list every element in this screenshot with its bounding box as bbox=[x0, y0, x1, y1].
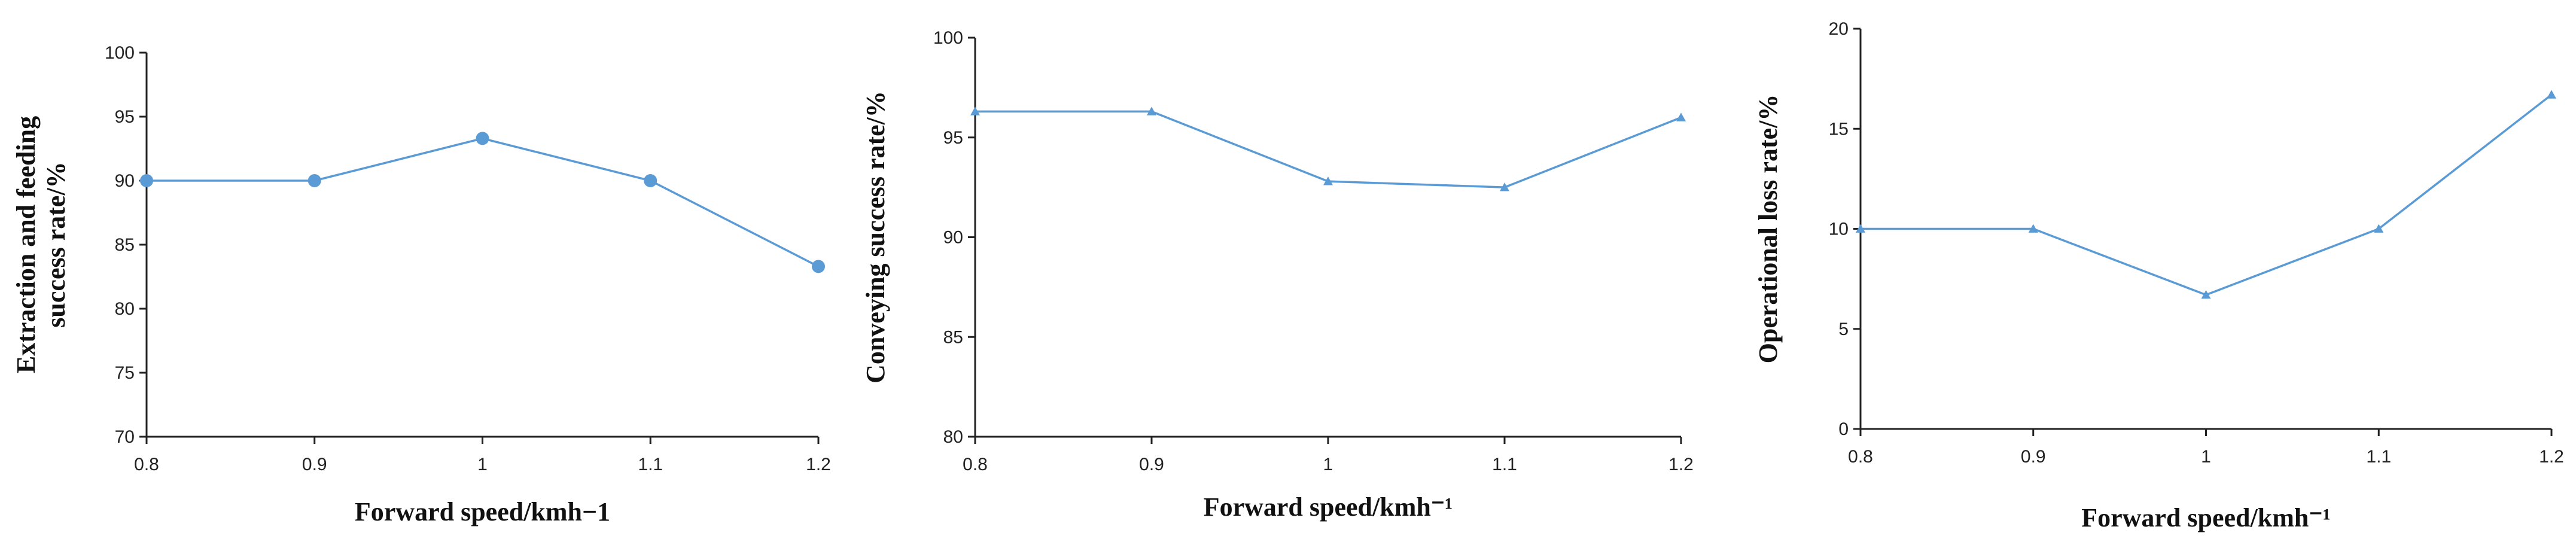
x-tick-label: 1 bbox=[477, 455, 488, 474]
data-point bbox=[812, 260, 825, 273]
chart-1: 70 75 80 85 90 95 100 0.8 0.9 1 1.1 1.2 Forward spee… bbox=[11, 43, 831, 526]
data-point bbox=[476, 132, 489, 145]
x-tick-label: 0.8 bbox=[963, 455, 988, 474]
y-tick-label: 95 bbox=[943, 128, 963, 148]
data-point bbox=[2028, 224, 2038, 233]
y-tick-label: 100 bbox=[933, 28, 963, 48]
chart-2: 80 85 90 95 100 0.8 0.9 1 1.1 1.2 Forward speed/km… bbox=[861, 28, 1694, 522]
y-tick-label: 85 bbox=[943, 327, 963, 347]
data-point bbox=[1500, 182, 1509, 191]
y-tick-label: 20 bbox=[1829, 19, 1849, 39]
x-tick-label: 1.1 bbox=[638, 455, 663, 474]
y-axis-title: success rate/% bbox=[41, 162, 71, 327]
x-tick-label: 1.1 bbox=[1492, 455, 1517, 474]
y-tick-label: 95 bbox=[115, 107, 135, 127]
y-tick-label: 90 bbox=[115, 171, 135, 191]
y-tick-label: 75 bbox=[115, 363, 135, 383]
y-tick-label: 90 bbox=[943, 228, 963, 248]
x-tick-label: 0.8 bbox=[134, 455, 159, 474]
y-tick-label: 15 bbox=[1829, 119, 1849, 139]
x-tick-label: 0.8 bbox=[1848, 447, 1873, 467]
data-point bbox=[2374, 224, 2384, 233]
x-tick-label: 1.2 bbox=[1668, 455, 1694, 474]
x-tick-label: 1 bbox=[2201, 447, 2211, 467]
y-tick-label: 10 bbox=[1829, 220, 1849, 239]
data-point bbox=[970, 106, 980, 115]
series-line bbox=[975, 110, 1682, 188]
y-tick-label: 0 bbox=[1838, 419, 1849, 439]
data-point bbox=[644, 174, 657, 187]
y-axis-title: Conveying success rate/% bbox=[861, 91, 890, 383]
x-tick-label: 1.1 bbox=[2366, 447, 2391, 467]
data-point bbox=[2201, 290, 2211, 299]
x-tick-label: 1 bbox=[1323, 455, 1333, 474]
data-point bbox=[1147, 106, 1156, 115]
series-line bbox=[1861, 94, 2553, 296]
y-tick-label: 100 bbox=[105, 43, 135, 63]
y-tick-label: 80 bbox=[115, 299, 135, 319]
y-axis-title: Extraction and feeding bbox=[11, 116, 41, 373]
x-axis-title: Forward speed/kmh−1 bbox=[355, 497, 610, 526]
y-tick-label: 70 bbox=[115, 427, 135, 447]
x-tick-label: 0.9 bbox=[2021, 447, 2046, 467]
data-point bbox=[1856, 224, 1865, 233]
data-point bbox=[1676, 112, 1686, 121]
y-tick-label: 5 bbox=[1838, 319, 1849, 339]
x-axis-title: Forward speed/kmh⁻¹ bbox=[2081, 503, 2331, 532]
x-tick-label: 1.2 bbox=[2539, 447, 2564, 467]
x-tick-label: 0.9 bbox=[302, 455, 327, 474]
data-point bbox=[1323, 176, 1333, 185]
data-point bbox=[307, 174, 321, 187]
x-axis-title: Forward speed/kmh⁻¹ bbox=[1204, 492, 1453, 522]
y-tick-label: 85 bbox=[115, 235, 135, 255]
data-point bbox=[140, 174, 153, 187]
data-point bbox=[2547, 90, 2556, 99]
chart-3: 0 5 10 15 20 0.8 0.9 1 1.1 1.2 Forward speed/kmh⁻¹… bbox=[1753, 19, 2564, 532]
x-tick-label: 0.9 bbox=[1139, 455, 1164, 474]
x-tick-label: 1.2 bbox=[806, 455, 831, 474]
y-tick-label: 80 bbox=[943, 427, 963, 447]
y-axis-title: Operational loss rate/% bbox=[1753, 95, 1783, 364]
series-line bbox=[147, 137, 819, 267]
